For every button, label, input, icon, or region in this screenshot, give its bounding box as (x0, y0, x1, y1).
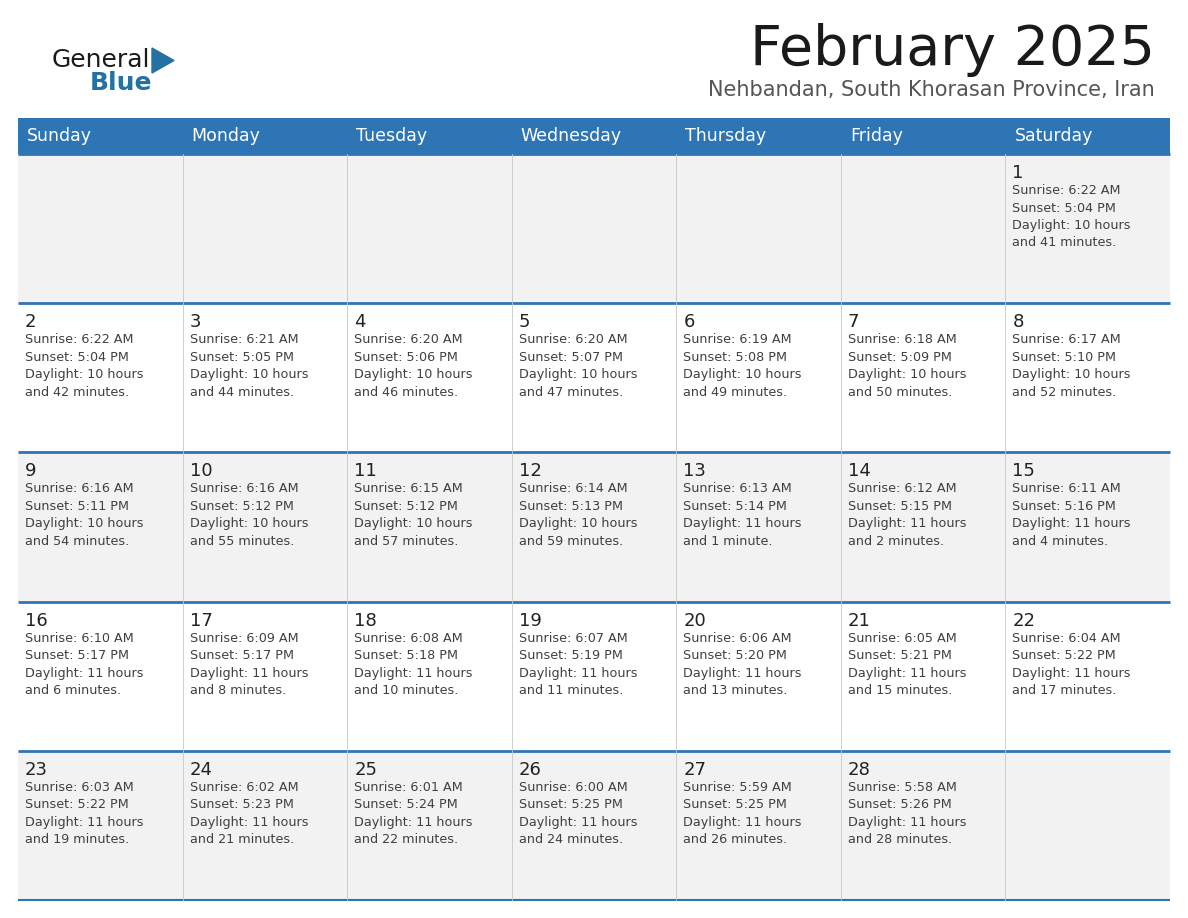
Text: 14: 14 (848, 463, 871, 480)
Text: Sunrise: 6:04 AM
Sunset: 5:22 PM
Daylight: 11 hours
and 17 minutes.: Sunrise: 6:04 AM Sunset: 5:22 PM Dayligh… (1012, 632, 1131, 697)
Text: Sunrise: 6:15 AM
Sunset: 5:12 PM
Daylight: 10 hours
and 57 minutes.: Sunrise: 6:15 AM Sunset: 5:12 PM Dayligh… (354, 482, 473, 548)
Text: 2: 2 (25, 313, 37, 331)
Text: 24: 24 (190, 761, 213, 778)
Text: Tuesday: Tuesday (356, 127, 428, 145)
Text: Sunrise: 6:11 AM
Sunset: 5:16 PM
Daylight: 11 hours
and 4 minutes.: Sunrise: 6:11 AM Sunset: 5:16 PM Dayligh… (1012, 482, 1131, 548)
Bar (841, 118, 1005, 154)
Text: 13: 13 (683, 463, 706, 480)
Text: Sunrise: 6:00 AM
Sunset: 5:25 PM
Daylight: 11 hours
and 24 minutes.: Sunrise: 6:00 AM Sunset: 5:25 PM Dayligh… (519, 781, 637, 846)
Bar (18, 601, 1170, 751)
Text: 20: 20 (683, 611, 706, 630)
Bar (512, 118, 676, 154)
Text: Sunrise: 5:59 AM
Sunset: 5:25 PM
Daylight: 11 hours
and 26 minutes.: Sunrise: 5:59 AM Sunset: 5:25 PM Dayligh… (683, 781, 802, 846)
Bar (1005, 118, 1170, 154)
Text: Sunrise: 6:20 AM
Sunset: 5:07 PM
Daylight: 10 hours
and 47 minutes.: Sunrise: 6:20 AM Sunset: 5:07 PM Dayligh… (519, 333, 637, 398)
Text: Friday: Friday (849, 127, 903, 145)
Text: Sunrise: 6:09 AM
Sunset: 5:17 PM
Daylight: 11 hours
and 8 minutes.: Sunrise: 6:09 AM Sunset: 5:17 PM Dayligh… (190, 632, 308, 697)
Bar (183, 118, 347, 154)
Text: 25: 25 (354, 761, 377, 778)
Text: Sunrise: 6:03 AM
Sunset: 5:22 PM
Daylight: 11 hours
and 19 minutes.: Sunrise: 6:03 AM Sunset: 5:22 PM Dayligh… (25, 781, 144, 846)
Text: Sunrise: 6:21 AM
Sunset: 5:05 PM
Daylight: 10 hours
and 44 minutes.: Sunrise: 6:21 AM Sunset: 5:05 PM Dayligh… (190, 333, 308, 398)
Text: 4: 4 (354, 313, 366, 331)
Text: Sunrise: 6:22 AM
Sunset: 5:04 PM
Daylight: 10 hours
and 41 minutes.: Sunrise: 6:22 AM Sunset: 5:04 PM Dayligh… (1012, 184, 1131, 250)
Text: 26: 26 (519, 761, 542, 778)
Text: Saturday: Saturday (1015, 127, 1093, 145)
Text: Sunrise: 6:19 AM
Sunset: 5:08 PM
Daylight: 10 hours
and 49 minutes.: Sunrise: 6:19 AM Sunset: 5:08 PM Dayligh… (683, 333, 802, 398)
Text: General: General (52, 48, 151, 72)
Text: February 2025: February 2025 (750, 23, 1155, 77)
Text: 17: 17 (190, 611, 213, 630)
Text: 23: 23 (25, 761, 48, 778)
Text: Sunrise: 6:01 AM
Sunset: 5:24 PM
Daylight: 11 hours
and 22 minutes.: Sunrise: 6:01 AM Sunset: 5:24 PM Dayligh… (354, 781, 473, 846)
Text: 10: 10 (190, 463, 213, 480)
Text: 19: 19 (519, 611, 542, 630)
Text: 5: 5 (519, 313, 530, 331)
Text: 15: 15 (1012, 463, 1035, 480)
Text: 22: 22 (1012, 611, 1036, 630)
Text: Sunrise: 6:18 AM
Sunset: 5:09 PM
Daylight: 10 hours
and 50 minutes.: Sunrise: 6:18 AM Sunset: 5:09 PM Dayligh… (848, 333, 966, 398)
Text: Sunday: Sunday (27, 127, 91, 145)
Text: Sunrise: 6:16 AM
Sunset: 5:12 PM
Daylight: 10 hours
and 55 minutes.: Sunrise: 6:16 AM Sunset: 5:12 PM Dayligh… (190, 482, 308, 548)
Text: 21: 21 (848, 611, 871, 630)
Text: Monday: Monday (191, 127, 260, 145)
Text: Sunrise: 6:08 AM
Sunset: 5:18 PM
Daylight: 11 hours
and 10 minutes.: Sunrise: 6:08 AM Sunset: 5:18 PM Dayligh… (354, 632, 473, 697)
Text: 18: 18 (354, 611, 377, 630)
Text: Sunrise: 6:05 AM
Sunset: 5:21 PM
Daylight: 11 hours
and 15 minutes.: Sunrise: 6:05 AM Sunset: 5:21 PM Dayligh… (848, 632, 966, 697)
Text: Nehbandan, South Khorasan Province, Iran: Nehbandan, South Khorasan Province, Iran (708, 80, 1155, 100)
Text: Wednesday: Wednesday (520, 127, 621, 145)
Polygon shape (152, 48, 173, 73)
Text: Sunrise: 6:10 AM
Sunset: 5:17 PM
Daylight: 11 hours
and 6 minutes.: Sunrise: 6:10 AM Sunset: 5:17 PM Dayligh… (25, 632, 144, 697)
Text: 11: 11 (354, 463, 377, 480)
Text: 9: 9 (25, 463, 37, 480)
Text: 27: 27 (683, 761, 707, 778)
Text: Sunrise: 6:13 AM
Sunset: 5:14 PM
Daylight: 11 hours
and 1 minute.: Sunrise: 6:13 AM Sunset: 5:14 PM Dayligh… (683, 482, 802, 548)
Text: 28: 28 (848, 761, 871, 778)
Text: Sunrise: 6:14 AM
Sunset: 5:13 PM
Daylight: 10 hours
and 59 minutes.: Sunrise: 6:14 AM Sunset: 5:13 PM Dayligh… (519, 482, 637, 548)
Text: 1: 1 (1012, 164, 1024, 182)
Text: 8: 8 (1012, 313, 1024, 331)
Bar (18, 751, 1170, 900)
Bar (18, 453, 1170, 601)
Text: Sunrise: 6:20 AM
Sunset: 5:06 PM
Daylight: 10 hours
and 46 minutes.: Sunrise: 6:20 AM Sunset: 5:06 PM Dayligh… (354, 333, 473, 398)
Text: 12: 12 (519, 463, 542, 480)
Bar (676, 118, 841, 154)
Text: Sunrise: 6:22 AM
Sunset: 5:04 PM
Daylight: 10 hours
and 42 minutes.: Sunrise: 6:22 AM Sunset: 5:04 PM Dayligh… (25, 333, 144, 398)
Text: 7: 7 (848, 313, 859, 331)
Text: Thursday: Thursday (685, 127, 766, 145)
Text: 3: 3 (190, 313, 201, 331)
Text: Sunrise: 6:07 AM
Sunset: 5:19 PM
Daylight: 11 hours
and 11 minutes.: Sunrise: 6:07 AM Sunset: 5:19 PM Dayligh… (519, 632, 637, 697)
Text: Blue: Blue (90, 71, 152, 95)
Text: 16: 16 (25, 611, 48, 630)
Bar (18, 118, 183, 154)
Bar (347, 118, 512, 154)
Text: Sunrise: 6:06 AM
Sunset: 5:20 PM
Daylight: 11 hours
and 13 minutes.: Sunrise: 6:06 AM Sunset: 5:20 PM Dayligh… (683, 632, 802, 697)
Text: Sunrise: 5:58 AM
Sunset: 5:26 PM
Daylight: 11 hours
and 28 minutes.: Sunrise: 5:58 AM Sunset: 5:26 PM Dayligh… (848, 781, 966, 846)
Bar (18, 303, 1170, 453)
Bar (18, 154, 1170, 303)
Text: Sunrise: 6:17 AM
Sunset: 5:10 PM
Daylight: 10 hours
and 52 minutes.: Sunrise: 6:17 AM Sunset: 5:10 PM Dayligh… (1012, 333, 1131, 398)
Text: Sunrise: 6:16 AM
Sunset: 5:11 PM
Daylight: 10 hours
and 54 minutes.: Sunrise: 6:16 AM Sunset: 5:11 PM Dayligh… (25, 482, 144, 548)
Text: Sunrise: 6:12 AM
Sunset: 5:15 PM
Daylight: 11 hours
and 2 minutes.: Sunrise: 6:12 AM Sunset: 5:15 PM Dayligh… (848, 482, 966, 548)
Text: 6: 6 (683, 313, 695, 331)
Text: Sunrise: 6:02 AM
Sunset: 5:23 PM
Daylight: 11 hours
and 21 minutes.: Sunrise: 6:02 AM Sunset: 5:23 PM Dayligh… (190, 781, 308, 846)
